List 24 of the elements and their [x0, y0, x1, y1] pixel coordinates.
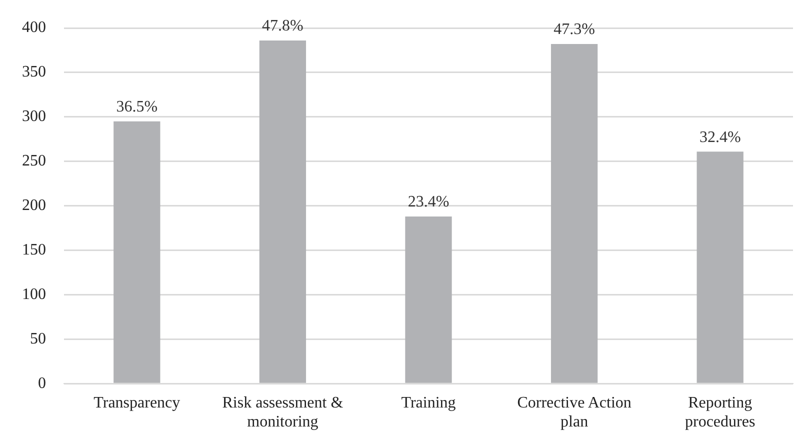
y-tick-label: 250	[22, 152, 46, 170]
annotation: 47.3%	[554, 21, 595, 38]
x-tick-label: Training	[401, 394, 456, 412]
x-tick-label: Corrective Action plan	[517, 394, 632, 431]
bar	[114, 121, 160, 383]
bar	[259, 40, 306, 383]
x-tick-label: Reporting procedures	[685, 394, 756, 431]
annotation: 47.8%	[262, 18, 304, 35]
annotation: 32.4%	[699, 128, 741, 146]
y-tick-label: 150	[22, 241, 46, 258]
y-tick-label: 0	[38, 374, 46, 392]
y-tick-label: 100	[22, 286, 46, 303]
annotation: 36.5%	[116, 98, 158, 116]
bar	[696, 152, 744, 383]
bar	[550, 44, 598, 383]
y-tick-label: 300	[22, 108, 46, 126]
annotation: 23.4%	[408, 194, 450, 211]
x-tick-label: Risk assessment & monitoring	[222, 394, 344, 431]
y-tick-label: 400	[22, 19, 46, 36]
bar	[405, 216, 452, 383]
x-tick-label: Transparency	[94, 394, 180, 412]
y-tick-label: 200	[22, 197, 46, 214]
y-tick-label: 350	[22, 64, 46, 81]
y-tick-label: 50	[30, 330, 46, 348]
